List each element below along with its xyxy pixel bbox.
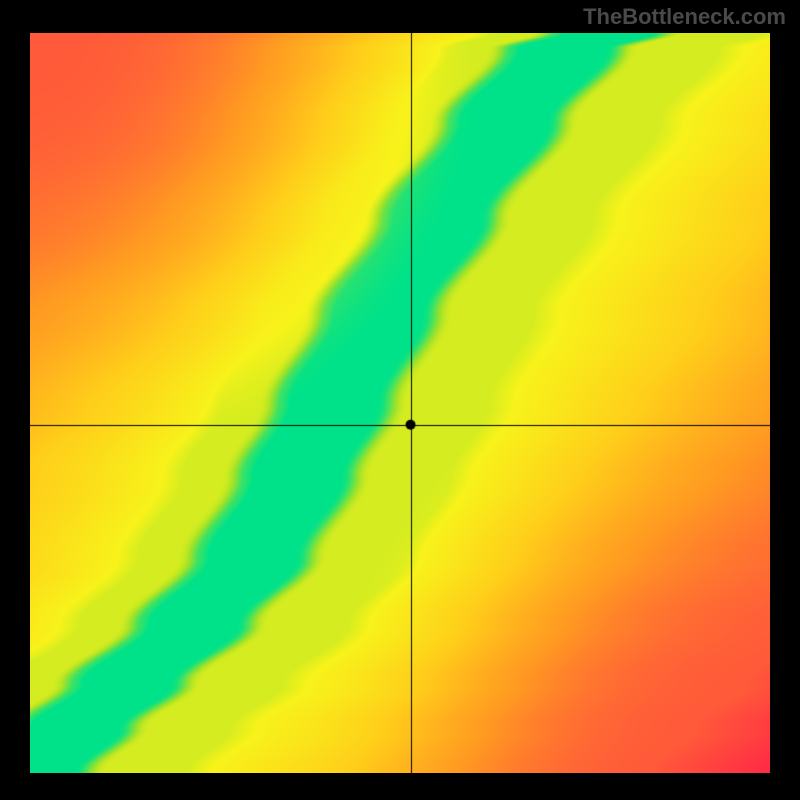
watermark-text: TheBottleneck.com — [583, 4, 786, 30]
bottleneck-heatmap — [30, 33, 770, 773]
